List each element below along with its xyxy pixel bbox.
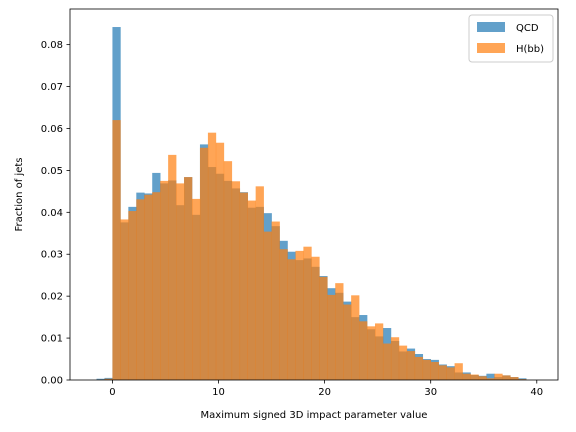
hbb-bar [271, 221, 280, 380]
hbb-bar [263, 231, 272, 380]
hbb-bar [390, 337, 400, 380]
hbb-bar [311, 256, 320, 380]
hbb-bar [359, 321, 368, 380]
hbb-bar [327, 294, 336, 380]
y-tick-label: 0.02 [41, 292, 63, 303]
hbb-bar [422, 359, 431, 380]
hbb-bar [160, 180, 169, 380]
hbb-bar [478, 376, 487, 380]
hbb-bar [510, 377, 519, 380]
hbb-bar [319, 276, 328, 380]
hbb-bar [104, 378, 113, 380]
hbb-bar [375, 323, 384, 380]
hbb-bar [382, 343, 392, 380]
plot-frame [69, 8, 559, 381]
y-tick-label: 0.06 [41, 124, 63, 135]
hbb-bar [152, 192, 161, 380]
x-tick-label: 10 [212, 387, 225, 398]
hbb-bar [494, 373, 503, 380]
y-tick-label: 0.03 [41, 250, 63, 261]
y-tick-label: 0.08 [41, 40, 63, 51]
hbb-bar [343, 304, 352, 380]
hbb-bar [295, 250, 304, 380]
hbb-bar [518, 379, 527, 380]
hbb-bar [136, 199, 145, 380]
hbb-bar [112, 120, 121, 380]
hbb-bar [184, 177, 193, 380]
hbb-bar [351, 295, 360, 380]
hbb-bar [192, 198, 201, 380]
hbb-bar [502, 375, 511, 380]
y-ticks: 0.00 0.01 0.02 0.03 0.04 0.05 0.06 0.07 0.08 [41, 40, 70, 387]
hbb-bar [144, 194, 153, 380]
legend-label-qcd: QCD [516, 23, 539, 34]
y-tick-label: 0.00 [41, 376, 63, 387]
qcd-bar [96, 378, 105, 380]
hbb-bar [239, 192, 248, 380]
x-tick-label: 0 [109, 387, 115, 398]
y-tick-label: 0.04 [41, 208, 63, 219]
hbb-bar [231, 181, 241, 380]
hbb-bar [215, 142, 225, 380]
hbb-bar [287, 259, 296, 380]
hbb-bar [406, 351, 416, 380]
hbb-bar [255, 186, 264, 380]
hbb-bar [247, 200, 256, 380]
x-axis-label: Maximum signed 3D impact parameter value [201, 410, 428, 421]
y-tick-label: 0.01 [41, 334, 63, 345]
hbb-bar [199, 147, 209, 380]
legend-swatch-hbb [477, 43, 505, 53]
hbb-bar [414, 356, 424, 380]
hbb-bar [486, 378, 495, 380]
x-tick-label: 30 [424, 387, 437, 398]
x-ticks: 0 10 20 30 40 [109, 380, 543, 398]
hbb-bar [438, 365, 447, 380]
hbb-bar [279, 249, 288, 380]
hbb-bar [454, 363, 463, 380]
hbb-bar [430, 361, 439, 380]
hbb-bar [168, 154, 177, 380]
legend: QCD H(bb) [468, 14, 554, 63]
hbb-bar [176, 183, 185, 380]
hbb-bar [120, 219, 129, 380]
y-axis-label: Fraction of jets [14, 158, 25, 232]
hbb-bar [367, 326, 376, 380]
legend-swatch-qcd [477, 22, 505, 32]
hbb-bar [462, 373, 471, 380]
x-tick-label: 40 [530, 387, 543, 398]
hbb-bar [223, 161, 233, 380]
hbb-bars [96, 120, 527, 380]
y-tick-label: 0.07 [41, 82, 63, 93]
hbb-bar [128, 211, 137, 380]
hbb-bar [303, 246, 312, 380]
hbb-bar [470, 374, 479, 380]
hbb-bar [446, 367, 455, 380]
x-tick-label: 20 [318, 387, 331, 398]
y-tick-label: 0.05 [41, 166, 63, 177]
hbb-bar [398, 345, 408, 380]
legend-label-hbb: H(bb) [516, 44, 544, 55]
hbb-bar [335, 283, 344, 380]
hbb-bar [207, 132, 217, 380]
axes [69, 8, 559, 381]
qcd-bar [486, 373, 495, 380]
